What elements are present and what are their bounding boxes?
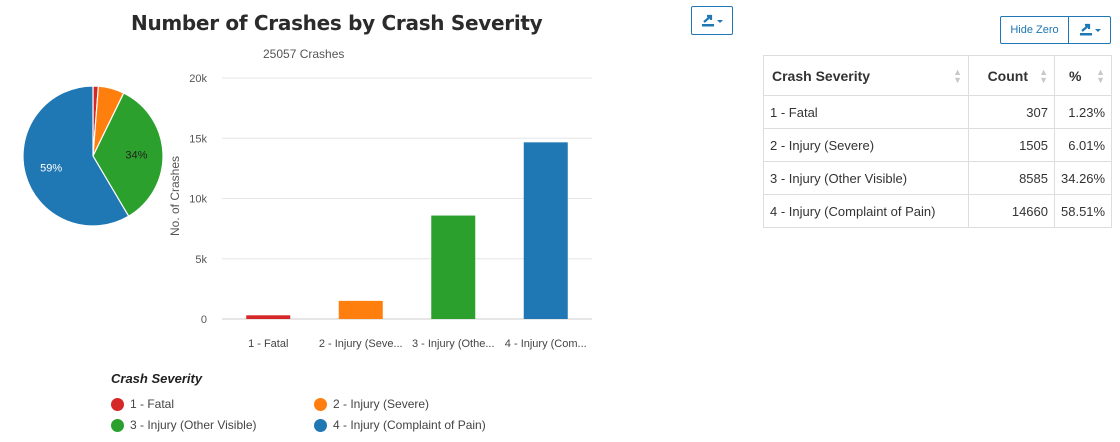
y-tick-label: 10k	[189, 194, 207, 206]
legend-item-fatal[interactable]: 1 - Fatal	[111, 397, 174, 411]
legend-item-severe[interactable]: 2 - Injury (Severe)	[314, 397, 429, 411]
x-tick-label: 2 - Injury (Seve...	[319, 338, 403, 350]
export-icon	[702, 14, 723, 26]
legend-label: 3 - Injury (Other Visible)	[130, 418, 257, 432]
cell-severity: 3 - Injury (Other Visible)	[763, 161, 969, 195]
legend-label: 2 - Injury (Severe)	[333, 397, 430, 411]
legend-label: 4 - Injury (Complaint of Pain)	[333, 418, 486, 432]
export-button[interactable]	[691, 6, 733, 35]
table-row: 3 - Injury (Other Visible) 8585 34.26%	[763, 161, 1113, 195]
table-row: 4 - Injury (Complaint of Pain) 14660 58.…	[763, 194, 1113, 228]
cell-percent: 6.01%	[1053, 128, 1113, 162]
chart-canvas: 34% 59% 0 5k 10k 15k 20k 1 - Fatal 2 - Injury …	[22, 73, 592, 350]
legend-swatch	[314, 397, 327, 411]
cell-count: 307	[968, 95, 1055, 129]
legend-label: 1 - Fatal	[130, 397, 175, 411]
bar[interactable]	[431, 215, 476, 319]
table-export-button[interactable]	[1068, 16, 1111, 44]
cell-severity: 2 - Injury (Severe)	[763, 128, 969, 162]
chart-title: Number of Crashes by Crash Severity	[131, 11, 543, 35]
bar-x-ticks: 1 - Fatal 2 - Injury (Seve... 3 - Injury (…	[248, 338, 587, 350]
cell-percent: 1.23%	[1053, 95, 1113, 129]
column-header-count[interactable]: Count ▲ ▼	[968, 55, 1055, 96]
cell-percent: 34.26%	[1053, 161, 1113, 195]
legend-item-complaint-of-pain[interactable]: 4 - Injury (Complaint of Pain)	[314, 418, 486, 432]
pie-slice-label: 59%	[40, 162, 62, 174]
export-icon	[1079, 23, 1101, 36]
pie-chart: 34% 59%	[22, 85, 164, 227]
table-row: 1 - Fatal 307 1.23%	[763, 95, 1113, 129]
x-tick-label: 1 - Fatal	[248, 338, 288, 350]
legend-swatch	[111, 397, 124, 411]
bar[interactable]	[246, 315, 291, 319]
cell-count: 8585	[968, 161, 1055, 195]
bar-y-ticks: 0 5k 10k 15k 20k	[189, 73, 207, 326]
sort-icon: ▲ ▼	[953, 67, 962, 85]
pie-slice[interactable]	[22, 85, 130, 227]
cell-percent: 58.51%	[1053, 194, 1113, 228]
sort-icon: ▲ ▼	[1096, 67, 1106, 85]
y-tick-label: 20k	[189, 73, 207, 85]
cell-count: 14660	[968, 194, 1055, 228]
sort-icon: ▲ ▼	[1039, 67, 1048, 85]
cell-severity: 4 - Injury (Complaint of Pain)	[763, 194, 969, 228]
bar[interactable]	[523, 142, 568, 319]
chart-subtitle: 25057 Crashes	[263, 47, 345, 61]
hide-zero-button[interactable]: Hide Zero	[1000, 16, 1069, 44]
legend-swatch	[111, 418, 124, 432]
y-tick-label: 5k	[195, 254, 207, 266]
severity-table: Crash Severity ▲ ▼ Count ▲ ▼ % ▲ ▼ 1 - Fata…	[763, 55, 1113, 228]
cell-severity: 1 - Fatal	[763, 95, 969, 129]
x-tick-label: 3 - Injury (Othe...	[412, 338, 495, 350]
x-tick-label: 4 - Injury (Com...	[505, 338, 587, 350]
y-axis-label: No. of Crashes	[168, 156, 182, 236]
y-tick-label: 15k	[189, 133, 207, 145]
legend-title: Crash Severity	[111, 371, 203, 386]
pie-slice-label: 34%	[125, 149, 147, 161]
legend-swatch	[314, 418, 327, 432]
cell-count: 1505	[968, 128, 1055, 162]
column-header-severity[interactable]: Crash Severity ▲ ▼	[763, 55, 969, 96]
bar-chart	[246, 142, 568, 319]
table-row: 2 - Injury (Severe) 1505 6.01%	[763, 128, 1113, 162]
y-tick-label: 0	[201, 314, 207, 326]
column-header-percent[interactable]: % ▲ ▼	[1053, 55, 1113, 96]
legend-item-other-visible[interactable]: 3 - Injury (Other Visible)	[111, 418, 257, 432]
bar[interactable]	[338, 300, 383, 319]
